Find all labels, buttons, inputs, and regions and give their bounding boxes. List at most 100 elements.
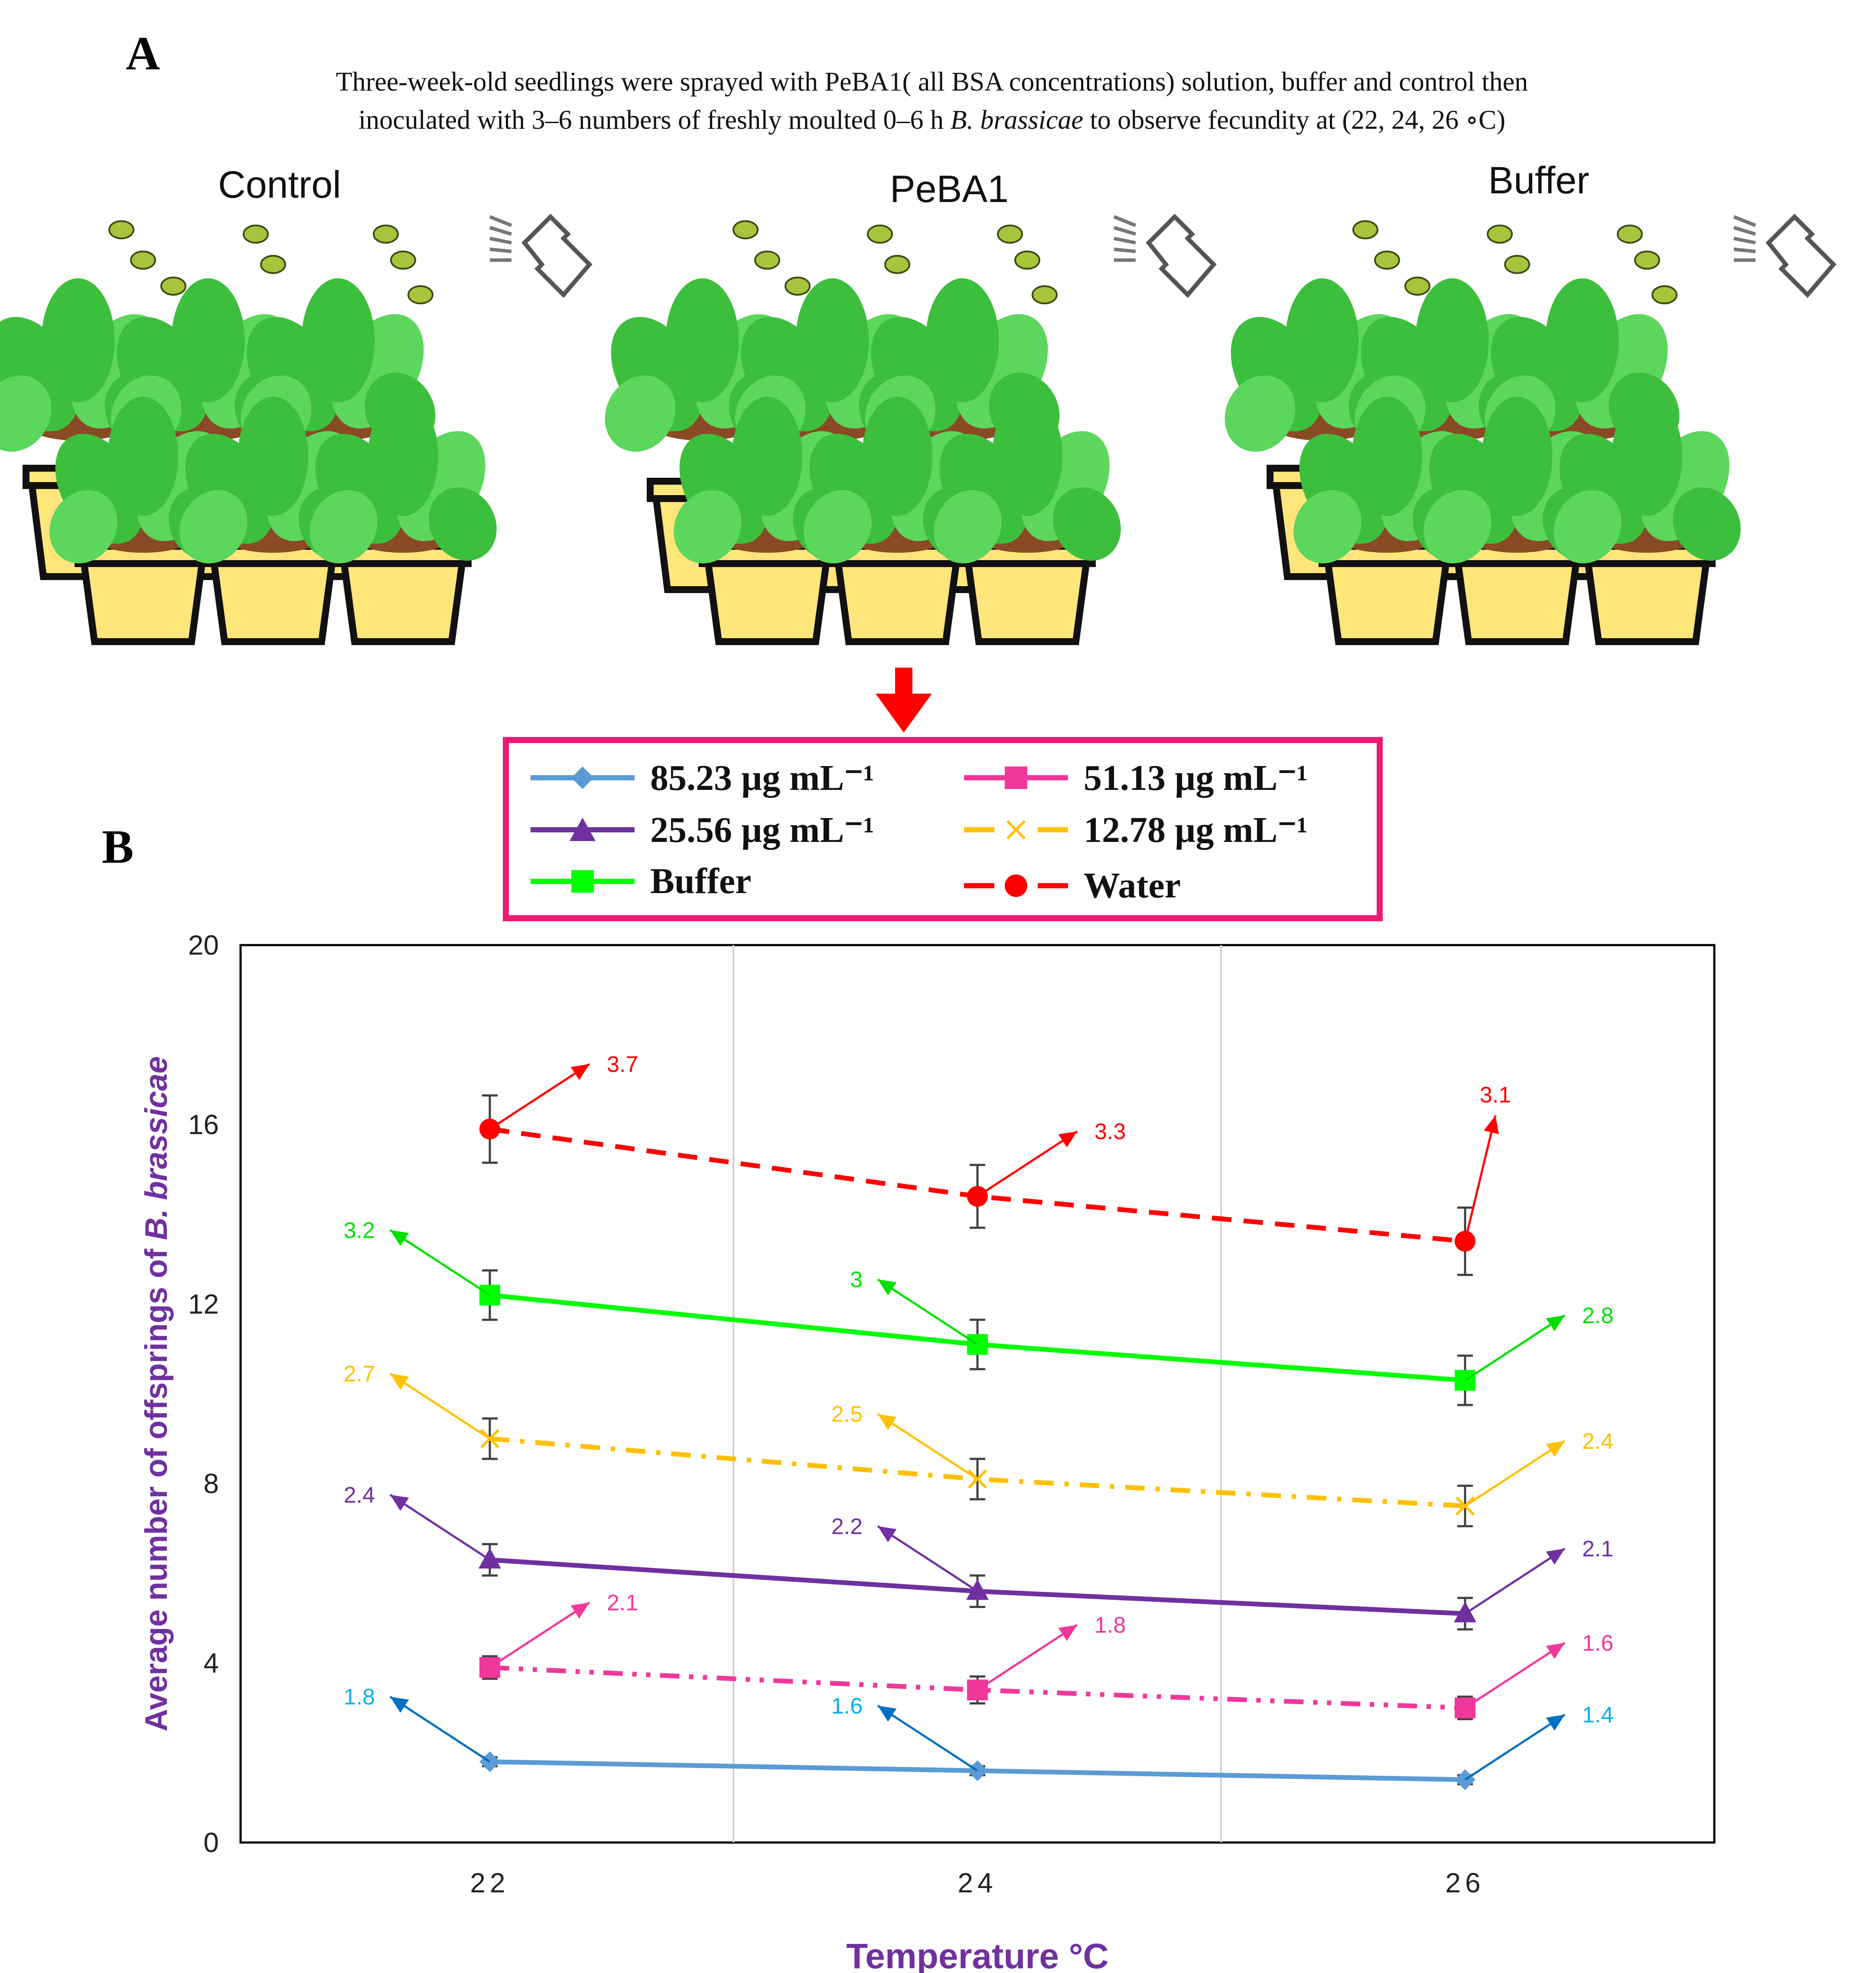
front-plant-leaf [1352, 397, 1423, 516]
aphid-icon [754, 251, 780, 270]
series-2: 2.1 1.8 1.6 [479, 1590, 1613, 1720]
annotation-arrowhead [1058, 1131, 1077, 1148]
annotation-arrowhead [1546, 1643, 1565, 1659]
series-6: 3.7 3.3 3.1 [479, 1052, 1511, 1276]
annotation-arrow [389, 1373, 491, 1440]
front-plant-leaf [238, 397, 309, 516]
caption-line-2-post: to observe fecundity at (22, 24, 26 ∘C) [1083, 105, 1505, 135]
annotation-arrowhead [1058, 1625, 1077, 1641]
aphid-icon [260, 255, 286, 274]
data-label: 2.1 [1582, 1536, 1613, 1562]
annotation-arrow [389, 1229, 491, 1296]
data-label: 2.1 [607, 1590, 638, 1615]
data-label: 1.4 [1582, 1702, 1613, 1728]
front-plant-leaf [107, 397, 179, 516]
back-plant-leaf [1545, 278, 1619, 402]
legend-item-water: Water [960, 864, 1181, 907]
figure-caption: Three-week-old seedlings were sprayed wi… [130, 63, 1734, 139]
x-tick-label: 26 [1445, 1867, 1485, 1898]
legend-swatch-51-13 [964, 766, 1068, 789]
annotation-arrow [877, 1705, 978, 1772]
front-plant-leaf [1673, 487, 1741, 561]
y-tick-label: 4 [203, 1647, 219, 1679]
back-plant-leaf [1415, 278, 1489, 402]
spray-bottle-icon-mist [1733, 237, 1756, 245]
front-plant-leaf [309, 490, 378, 564]
spray-bottle-icon [521, 213, 593, 298]
front-plant-leaf [1554, 490, 1622, 564]
data-label: 3 [850, 1267, 863, 1292]
aphid-icon [1014, 251, 1040, 270]
annotation-arrowhead [1546, 1715, 1565, 1731]
legend-item-12-78: 12.78 µg mL⁻¹ [960, 808, 1308, 851]
series-1: 1.8 1.6 1.4 [344, 1685, 1613, 1790]
series-line [489, 1665, 1466, 1710]
aphid-icon [1404, 277, 1430, 296]
legend-swatch-water [964, 874, 1068, 897]
front-plant-leaf [1612, 397, 1683, 516]
front-plant-leaf [49, 490, 117, 564]
front-plant-leaf [1423, 490, 1492, 564]
y-tick-label: 20 [188, 929, 219, 961]
spray-bottle-icon-mist [1113, 226, 1137, 236]
annotation-arrow [389, 1696, 491, 1763]
aphid-icon [884, 255, 910, 274]
spray-bottle-icon-mist [489, 226, 512, 236]
spray-bottle-icon-mist [1113, 215, 1137, 227]
annotation-arrowhead [570, 1064, 590, 1080]
annotation-arrow [877, 1278, 978, 1346]
down-arrow-icon [876, 668, 932, 733]
group-title-buffer: Buffer [1488, 159, 1589, 202]
legend-item-85-23: 85.23 µg mL⁻¹ [526, 756, 874, 799]
data-point [966, 1579, 989, 1600]
y-tick-label: 16 [188, 1109, 219, 1140]
legend-swatch-12-78 [964, 820, 1068, 839]
legend-label-51-13: 51.13 µg mL⁻¹ [1084, 758, 1308, 798]
annotation-arrow [877, 1413, 978, 1480]
annotation-arrowhead [878, 1526, 897, 1543]
aphid-icon [785, 277, 811, 296]
aphid-icon [1617, 225, 1643, 244]
aphid-icon [407, 285, 433, 304]
annotation-arrowhead [570, 1602, 590, 1619]
front-plant-leaf [1482, 397, 1553, 516]
x-tick-label: 22 [470, 1867, 509, 1898]
annotation-arrow [389, 1494, 491, 1561]
plant-group-3 [1225, 213, 1837, 645]
legend-label-12-78: 12.78 µg mL⁻¹ [1084, 810, 1308, 850]
legend-swatch-85-23 [531, 766, 635, 789]
data-point [479, 1285, 500, 1306]
aphid-icon [997, 225, 1023, 244]
aphid-icon [160, 277, 186, 296]
legend-label-25-56: 25.56 µg mL⁻¹ [650, 810, 874, 850]
legend-swatch-25-56 [531, 817, 635, 841]
legend-label-buffer: Buffer [650, 861, 752, 901]
annotation-arrow [977, 1130, 1078, 1197]
aphid-icon [1634, 251, 1660, 270]
data-label: 2.7 [344, 1362, 375, 1387]
line-chart: 0 4 8 12 16 20 22 24 26 Temperature °C Average num… [139, 929, 1716, 1973]
annotation-arrowhead [390, 1494, 409, 1511]
data-label: 1.8 [344, 1685, 375, 1710]
front-plant-leaf [862, 397, 933, 516]
caption-line-2: inoculated with 3–6 numbers of freshly m… [130, 101, 1734, 139]
spray-bottle-icon-mist [1733, 215, 1756, 227]
data-point [479, 1657, 500, 1678]
back-plant-leaf [1285, 278, 1359, 402]
data-point [1455, 1231, 1475, 1252]
back-plant-leaf [41, 278, 115, 402]
data-label: 2.4 [344, 1483, 375, 1508]
annotation-arrow [1464, 1548, 1566, 1615]
annotation-arrowhead [878, 1414, 897, 1430]
series-3: 2.4 2.2 2.1 [344, 1483, 1613, 1631]
chart-legend: 85.23 µg mL⁻¹ 51.13 µg mL⁻¹ 25.56 µg mL⁻… [503, 737, 1383, 921]
annotation-arrowhead [390, 1696, 409, 1713]
data-label: 1.8 [1094, 1613, 1126, 1638]
legend-swatch-buffer [531, 870, 635, 893]
panel-b-label: B [102, 820, 134, 873]
plant-group-2 [605, 213, 1217, 645]
caption-line-2-pre: inoculated with 3–6 numbers of freshly m… [358, 105, 951, 135]
back-plant-leaf [795, 278, 869, 402]
legend-item-25-56: 25.56 µg mL⁻¹ [526, 808, 874, 851]
data-label: 2.8 [1582, 1303, 1613, 1328]
